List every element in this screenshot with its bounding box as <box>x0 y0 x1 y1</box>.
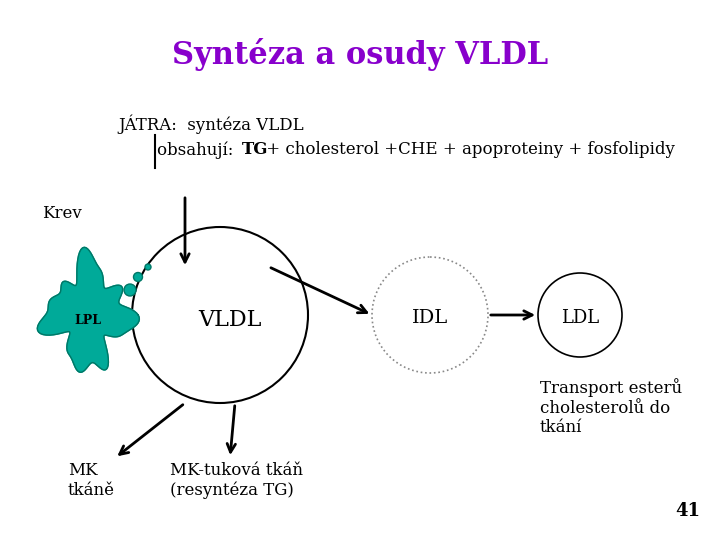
Polygon shape <box>37 247 140 372</box>
Text: MK-tuková tkáň
(resyntéza TG): MK-tuková tkáň (resyntéza TG) <box>170 462 303 499</box>
Text: 41: 41 <box>675 502 700 520</box>
Text: obsahují:: obsahují: <box>157 141 238 159</box>
Circle shape <box>538 273 622 357</box>
Text: JÁTRA:  syntéza VLDL: JÁTRA: syntéza VLDL <box>118 115 304 134</box>
Text: Syntéza a osudy VLDL: Syntéza a osudy VLDL <box>172 38 548 71</box>
Text: + cholesterol +CHE + apoproteiny + fosfolipidy: + cholesterol +CHE + apoproteiny + fosfo… <box>261 141 675 159</box>
Text: VLDL: VLDL <box>198 309 261 331</box>
Text: MK
tkáně: MK tkáně <box>68 462 115 498</box>
Circle shape <box>372 257 488 373</box>
Circle shape <box>145 264 151 270</box>
Text: LPL: LPL <box>74 314 102 327</box>
Text: Transport esterů
cholesterolů do
tkání: Transport esterů cholesterolů do tkání <box>540 378 682 436</box>
Text: TG: TG <box>242 141 269 159</box>
Circle shape <box>132 227 308 403</box>
Text: Krev: Krev <box>42 205 82 221</box>
Text: LDL: LDL <box>561 309 599 327</box>
Circle shape <box>124 284 136 296</box>
Text: IDL: IDL <box>412 309 448 327</box>
Circle shape <box>133 273 143 281</box>
